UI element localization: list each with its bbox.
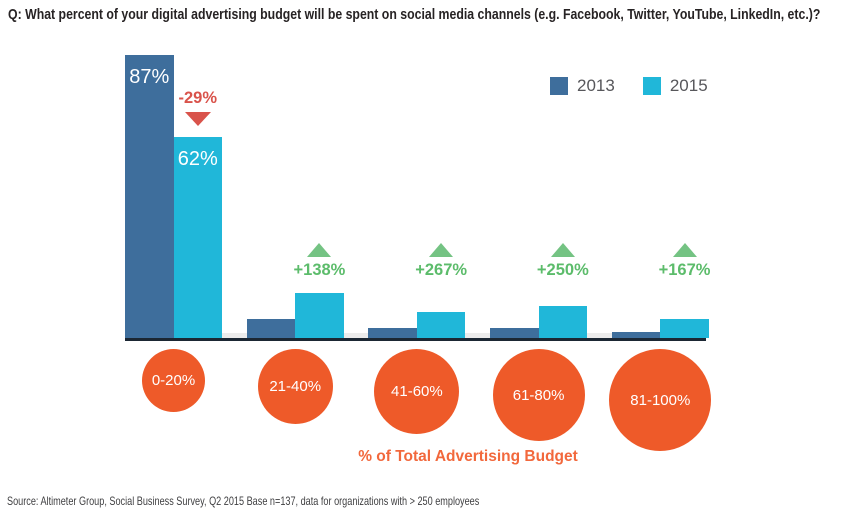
change-arrow-up-icon (672, 243, 697, 257)
chart-question-title: Q: What percent of your digital advertis… (8, 6, 821, 23)
legend-item-2013: 2013 (550, 76, 615, 96)
category-bubble-41-60%: 41-60% (374, 349, 460, 434)
bar-2013-21-40% (246, 318, 296, 338)
change-label-21-40%: +138% (293, 261, 346, 279)
x-axis-title: % of Total Advertising Budget (358, 448, 578, 465)
bar-2015-21-40% (295, 292, 344, 338)
bar-2015-41-60% (416, 312, 466, 338)
change-arrow-down-icon (184, 112, 211, 126)
category-bubble-81-100%: 81-100% (609, 349, 712, 451)
bar-2015-0-20% (173, 136, 222, 338)
change-label-61-80%: +250% (536, 261, 589, 279)
legend-label-2013: 2013 (577, 76, 615, 95)
change-label-81-100%: +167% (658, 261, 711, 279)
legend: 2013 2015 (550, 76, 708, 96)
source-note: Source: Altimeter Group, Social Business… (7, 494, 480, 508)
x-axis-line (125, 338, 706, 341)
change-arrow-up-icon (307, 243, 332, 257)
bar-2013-41-60% (368, 328, 417, 338)
change-arrow-up-icon (550, 243, 575, 257)
bar-2013-81-100% (611, 331, 661, 338)
category-bubble-0-20%: 0-20% (142, 349, 205, 412)
bar-2015-61-80% (538, 305, 588, 338)
change-arrow-up-icon (429, 243, 454, 257)
bar-2013-61-80% (490, 328, 539, 338)
bar-2015-81-100% (660, 318, 709, 338)
legend-label-2015: 2015 (669, 76, 708, 95)
category-bubble-61-80%: 61-80% (492, 349, 585, 441)
bar-2013-0-20% (125, 55, 174, 338)
legend-swatch-2015-icon (642, 77, 661, 95)
category-bubble-21-40%: 21-40% (257, 349, 333, 424)
bar-value-label-2015-0-20%: 62% (177, 147, 218, 170)
legend-item-2015: 2015 (642, 76, 708, 96)
bar-value-label-2013-0-20%: 87% (129, 66, 170, 89)
change-label-41-60%: +267% (415, 261, 468, 279)
legend-swatch-2013-icon (550, 77, 568, 95)
change-label-0-20%: -29% (178, 89, 218, 107)
